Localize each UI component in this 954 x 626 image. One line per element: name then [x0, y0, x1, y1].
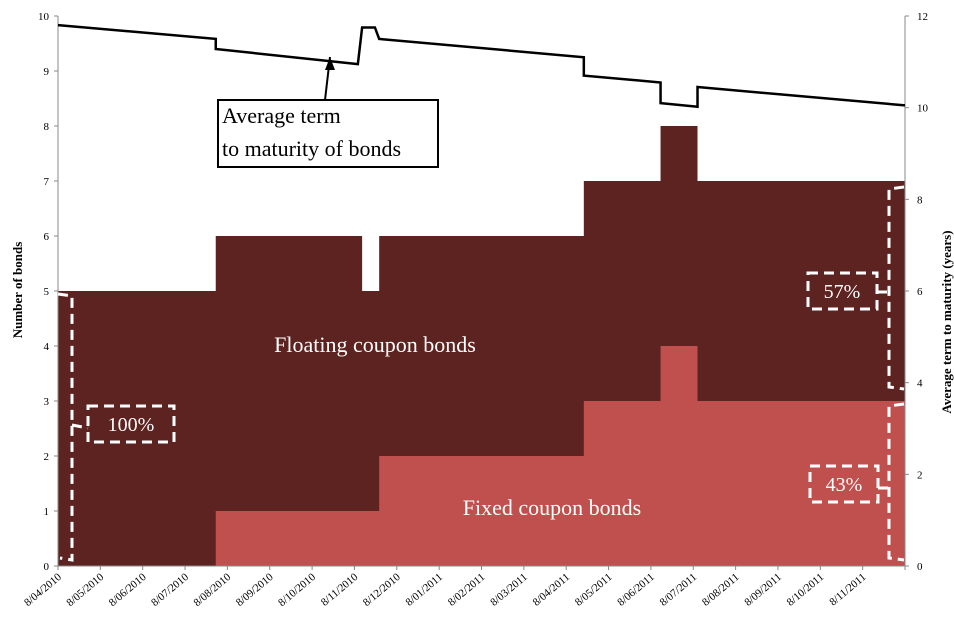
x-tick-label: 8/03/2011 — [488, 571, 530, 609]
end-floating-bracket — [887, 185, 905, 391]
y-tick-label: 1 — [44, 506, 50, 518]
x-tick-label: 8/12/2010 — [361, 571, 403, 609]
y2-tick-label: 6 — [917, 286, 923, 298]
x-tick-label: 8/01/2011 — [403, 571, 445, 609]
x-tick-label: 8/02/2011 — [446, 571, 488, 609]
x-tick-label: 8/06/2010 — [107, 571, 149, 609]
x-tick-label: 8/08/2011 — [700, 571, 742, 609]
end-fixed-bracket — [887, 402, 905, 562]
fixed-region-label: Fixed coupon bonds — [463, 495, 641, 520]
x-tick-label: 8/08/2010 — [191, 571, 233, 609]
y2-tick-label: 12 — [917, 11, 928, 23]
y-tick-label: 6 — [44, 231, 50, 243]
end-floating-share-label: 57% — [824, 281, 861, 303]
y2-tick-label: 10 — [917, 103, 929, 115]
start-bracket — [57, 292, 74, 562]
y2-tick-label: 4 — [917, 378, 923, 390]
y2-tick-label: 8 — [917, 194, 923, 206]
callout-line-2: to maturity of bonds — [222, 136, 401, 161]
x-tick-label: 8/09/2011 — [742, 571, 784, 609]
end-fixed-share-label: 43% — [826, 474, 863, 496]
x-tick-label: 8/05/2011 — [573, 571, 615, 609]
end-fixed-box — [808, 464, 880, 504]
y-tick-label: 2 — [44, 451, 50, 463]
end-floating-box — [806, 271, 879, 311]
start-share-label: 100% — [108, 414, 155, 436]
y-tick-label: 8 — [44, 121, 50, 133]
callout-arrow-head — [325, 57, 335, 70]
x-tick-label: 8/10/2010 — [276, 571, 318, 609]
line-series — [57, 23, 906, 109]
y-tick-label: 9 — [44, 66, 50, 78]
y-tick-label: 10 — [38, 11, 50, 23]
x-tick-label: 8/11/2010 — [319, 571, 361, 609]
start-share-box — [86, 404, 176, 444]
x-tick-label: 8/05/2010 — [64, 571, 106, 609]
x-tick-label: 8/09/2010 — [234, 571, 276, 609]
x-tick-label: 8/07/2011 — [658, 571, 700, 609]
x-tick-label: 8/07/2010 — [149, 571, 191, 609]
x-tick-label: 8/11/2011 — [827, 571, 868, 608]
y-tick-label: 4 — [44, 341, 50, 353]
y2-tick-label: 0 — [917, 561, 923, 573]
start-bracket-leader — [71, 423, 89, 430]
x-tick-label: 8/04/2010 — [22, 571, 64, 609]
x-tick-label: 8/04/2011 — [531, 571, 573, 609]
y-tick-label: 3 — [44, 396, 50, 408]
floating-region-label: Floating coupon bonds — [274, 332, 476, 357]
y-tick-label: 7 — [44, 176, 50, 188]
callout-line-1: Average term — [222, 103, 341, 128]
y-axis-title: Number of bonds — [10, 242, 25, 339]
x-tick-label: 8/10/2011 — [785, 571, 827, 609]
y2-axis-title: Average term to maturity (years) — [939, 230, 954, 413]
y2-tick-label: 2 — [917, 469, 923, 481]
y-tick-label: 5 — [44, 286, 50, 298]
fixed-coupon-area — [58, 346, 905, 566]
y-tick-label: 0 — [44, 561, 50, 573]
area-fills — [58, 126, 905, 566]
average-term-line — [57, 23, 906, 109]
x-tick-label: 8/06/2011 — [615, 571, 657, 609]
callout-box — [217, 99, 439, 168]
